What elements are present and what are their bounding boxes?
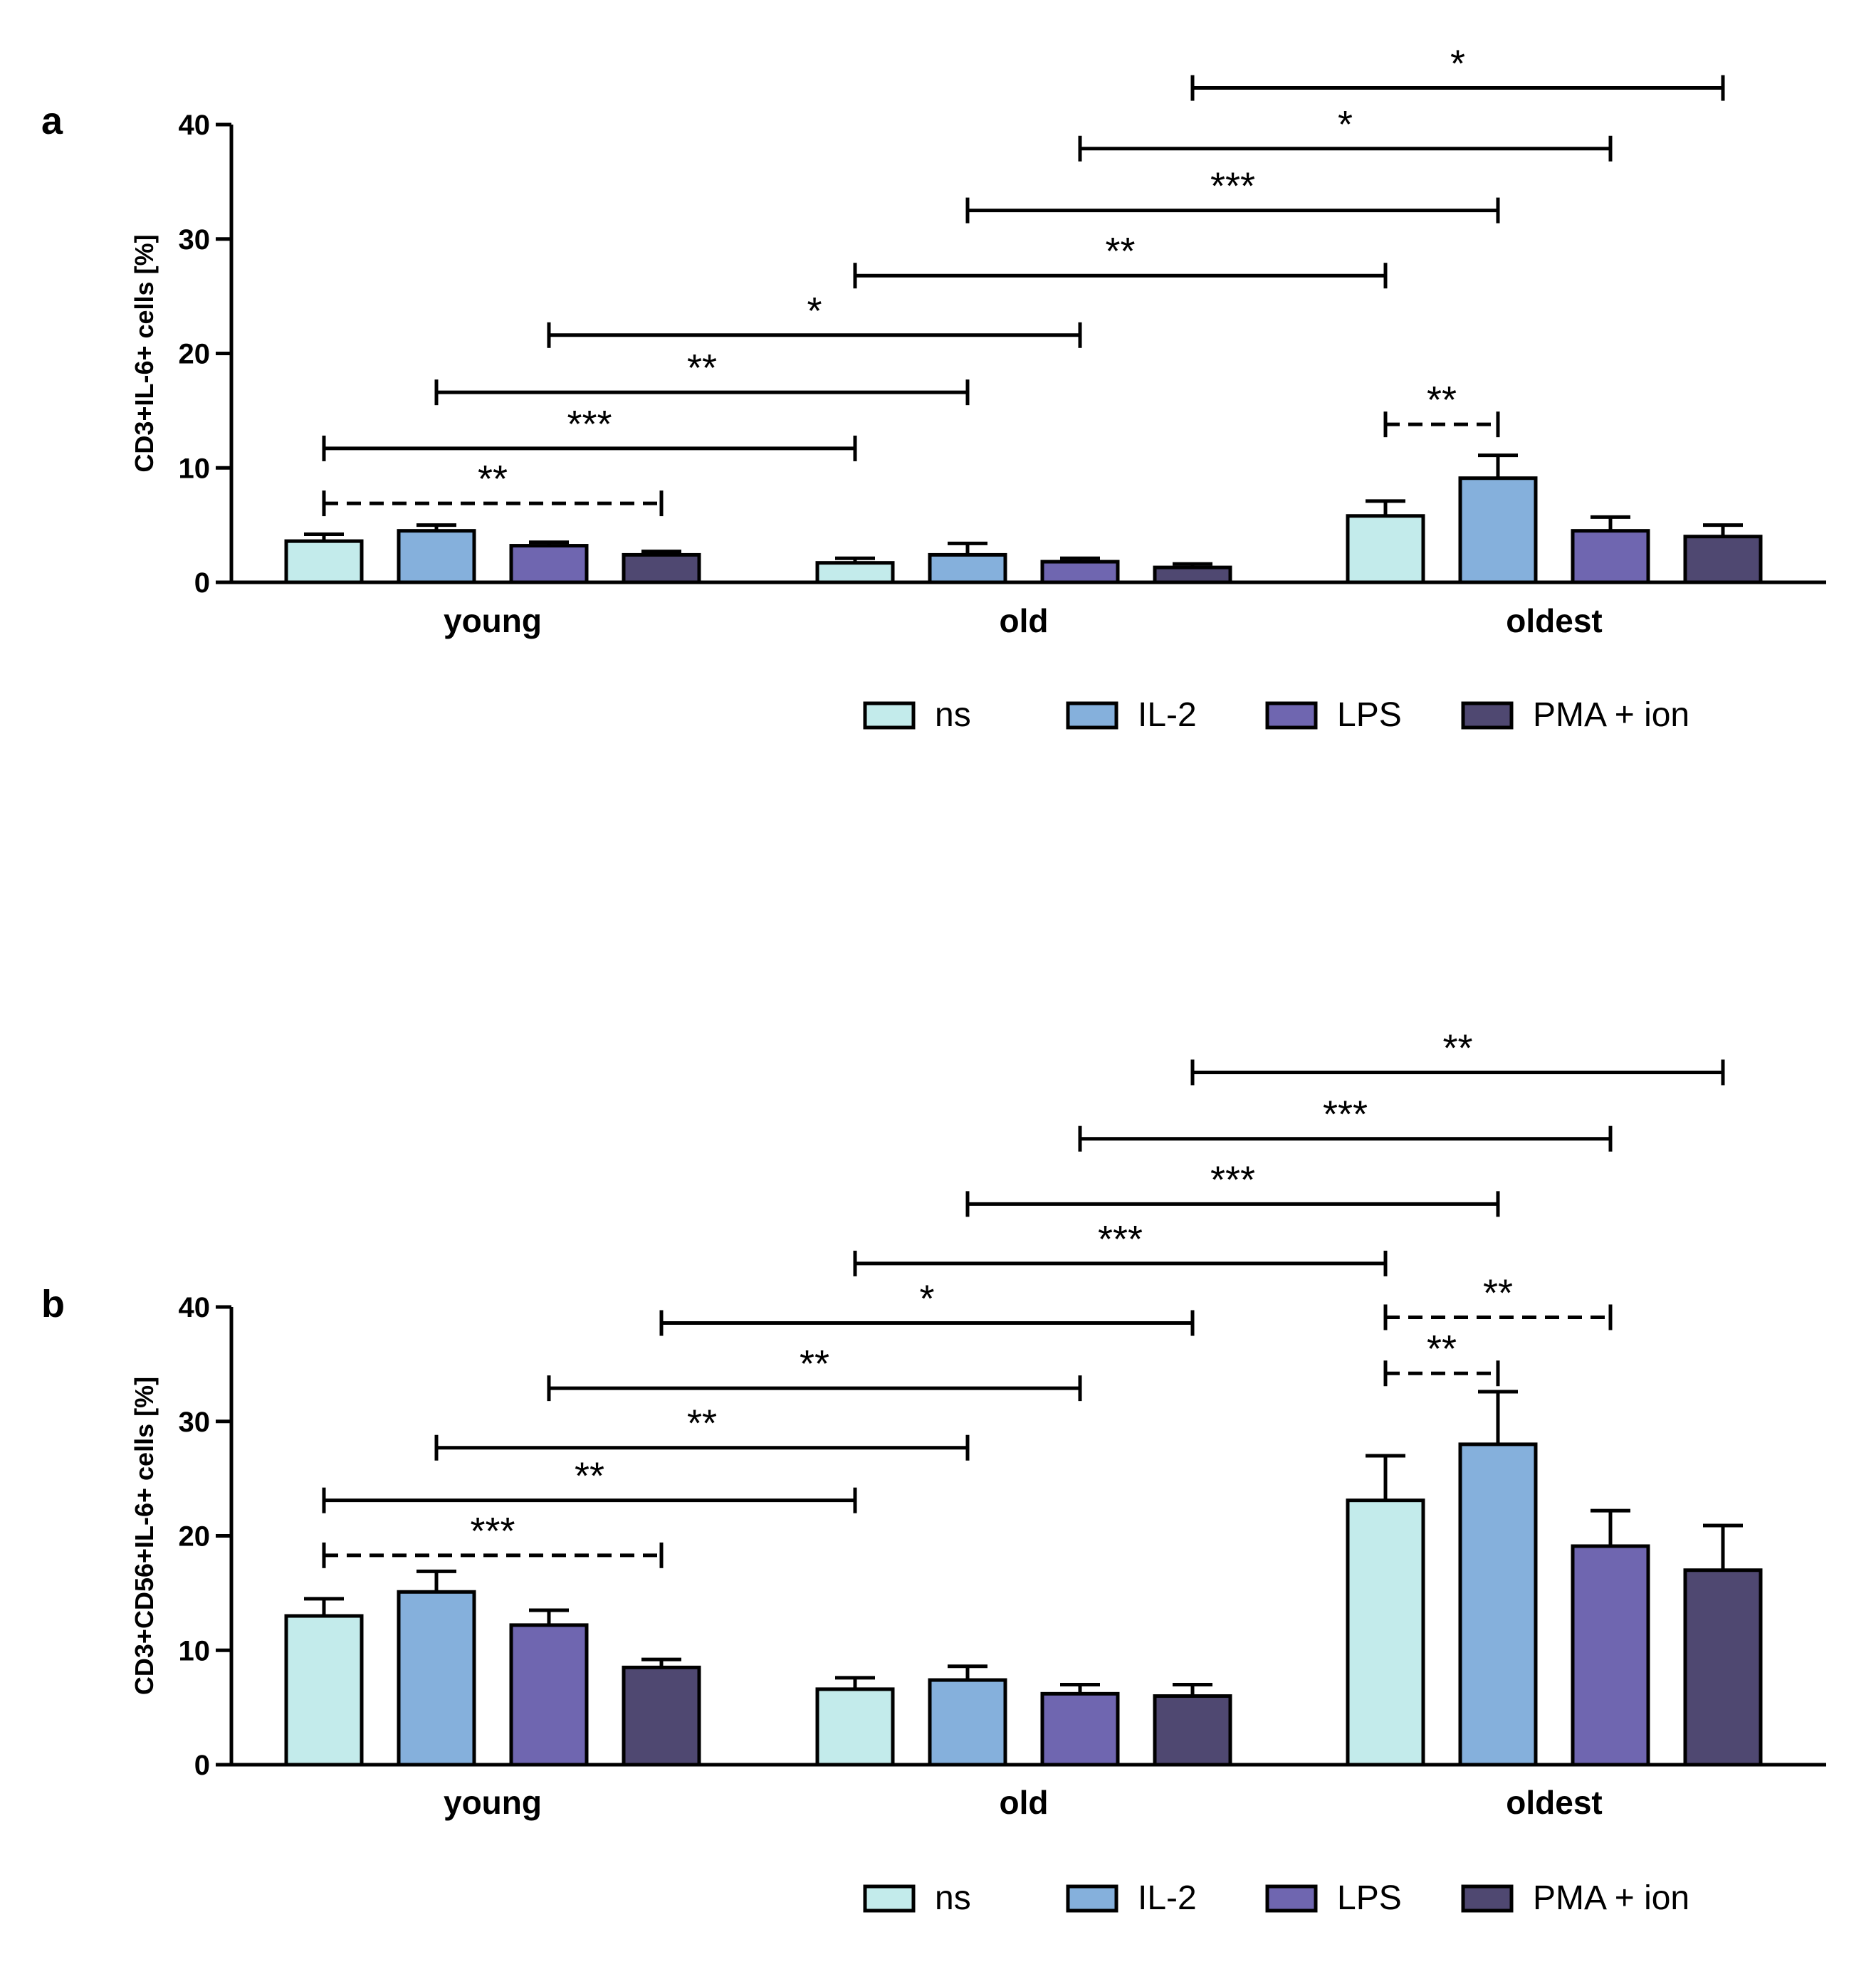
significance-label: ** — [575, 1455, 604, 1498]
legend-swatch-il-2 — [1066, 1884, 1118, 1913]
bar-pma-ion-oldest — [1683, 535, 1763, 584]
legend-label-ns: ns — [935, 696, 971, 734]
y-tick-label: 0 — [194, 567, 210, 599]
legend-swatch-ns — [863, 1884, 916, 1913]
significance-label: ** — [1105, 230, 1135, 273]
bar-ns-old — [815, 1687, 895, 1767]
bar-lps-young — [509, 1623, 589, 1767]
bar-lps-old — [1040, 560, 1120, 584]
y-tick-label: 10 — [179, 453, 211, 484]
significance-label: ** — [1427, 1328, 1457, 1370]
bar-il-2-young — [397, 1590, 476, 1767]
significance-label: * — [1338, 103, 1353, 146]
legend-label-il-2: IL-2 — [1138, 696, 1197, 734]
bar-lps-oldest — [1571, 1544, 1650, 1767]
legend-swatch-ns — [863, 701, 916, 730]
chart-panel-a: a CD3+IL-6+ cells [%] 0 10 20 30 40 young old old… — [41, 43, 1826, 734]
y-tick-label: 20 — [179, 339, 211, 370]
y-tick-label: 30 — [179, 1407, 211, 1438]
legend-label-lps: LPS — [1337, 1879, 1402, 1917]
bar-pma-ion-old — [1153, 1694, 1232, 1767]
y-tick-label: 20 — [179, 1521, 211, 1553]
y-tick-label: 40 — [179, 110, 211, 141]
bar-ns-old — [815, 561, 895, 584]
y-tick-label: 40 — [179, 1292, 211, 1323]
significance-label: *** — [1098, 1218, 1143, 1261]
significance-label: ** — [478, 458, 508, 500]
bar-il-2-oldest — [1458, 476, 1538, 584]
x-tick-label-young: young — [444, 602, 542, 639]
panel-label: b — [41, 1283, 65, 1325]
x-tick-label-oldest: oldest — [1506, 602, 1602, 639]
significance-label: * — [1450, 43, 1465, 85]
significance-label: ** — [1483, 1271, 1513, 1314]
bar-il-2-old — [928, 1678, 1007, 1767]
significance-label: ** — [1427, 379, 1457, 421]
y-tick-label: 30 — [179, 224, 211, 256]
bar-lps-old — [1040, 1691, 1120, 1767]
legend-label-pma-ion: PMA + ion — [1533, 696, 1689, 734]
x-tick-label-old: old — [1000, 1784, 1049, 1821]
bar-il-2-old — [928, 552, 1007, 584]
bar-pma-ion-oldest — [1683, 1568, 1763, 1767]
significance-label: *** — [1210, 165, 1255, 208]
x-tick-label-old: old — [1000, 602, 1049, 639]
legend-swatch-pma-ion — [1461, 1884, 1514, 1913]
significance-label: *** — [1323, 1093, 1368, 1136]
legend-swatch-pma-ion — [1461, 701, 1514, 730]
x-tick-label-oldest: oldest — [1506, 1784, 1602, 1821]
significance-label: ** — [687, 347, 717, 389]
bar-ns-young — [284, 539, 364, 584]
legend-label-pma-ion: PMA + ion — [1533, 1879, 1689, 1917]
panel-label: a — [41, 100, 63, 142]
bar-il-2-young — [397, 529, 476, 584]
significance-label: *** — [567, 403, 612, 446]
bar-pma-ion-old — [1153, 565, 1232, 584]
bar-ns-oldest — [1346, 514, 1425, 584]
bar-lps-young — [509, 544, 589, 584]
bar-ns-oldest — [1346, 1498, 1425, 1767]
significance-label: *** — [470, 1510, 515, 1553]
y-tick-label: 10 — [179, 1635, 211, 1666]
significance-label: *** — [1210, 1158, 1255, 1201]
significance-label: * — [807, 290, 822, 332]
bar-il-2-oldest — [1458, 1442, 1538, 1767]
legend-swatch-il-2 — [1066, 701, 1118, 730]
bar-pma-ion-young — [622, 1665, 701, 1767]
y-tick-label: 0 — [194, 1750, 210, 1781]
significance-label: ** — [687, 1402, 717, 1445]
y-axis-label: CD3+CD56+IL-6+ cells [%] — [130, 1377, 159, 1695]
bar-lps-oldest — [1571, 529, 1650, 584]
legend-label-il-2: IL-2 — [1138, 1879, 1197, 1917]
legend-swatch-lps — [1265, 1884, 1318, 1913]
x-tick-label-young: young — [444, 1784, 542, 1821]
chart-panel-b: b CD3+CD56+IL-6+ cells [%] 0 10 20 30 40 young o… — [41, 1027, 1826, 1917]
significance-label: ** — [800, 1343, 829, 1385]
bar-pma-ion-young — [622, 552, 701, 584]
legend-swatch-lps — [1265, 701, 1318, 730]
bar-ns-young — [284, 1614, 364, 1767]
significance-label: ** — [1442, 1027, 1472, 1069]
significance-label: * — [919, 1278, 934, 1321]
y-axis-label: CD3+IL-6+ cells [%] — [130, 234, 159, 472]
legend-label-ns: ns — [935, 1879, 971, 1917]
legend-label-lps: LPS — [1337, 696, 1402, 734]
